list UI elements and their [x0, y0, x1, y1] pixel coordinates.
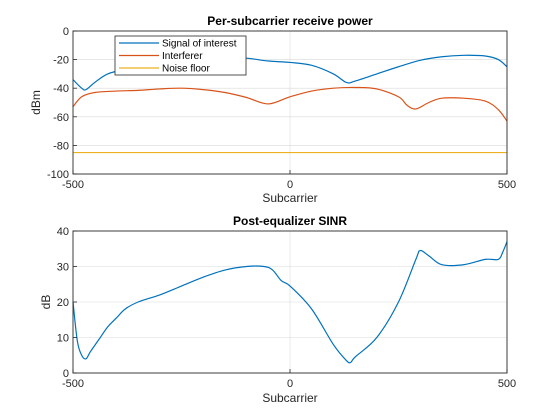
power-ticks: -500 0 500 -100 -80 -60 -40 -20 0 — [47, 26, 516, 191]
sinr-y-tick-label: 30 — [57, 262, 69, 274]
sinr-y-axis-label: dB — [39, 295, 53, 310]
power-y-tick-label: -40 — [53, 83, 69, 95]
power-y-tick-label: -80 — [53, 140, 69, 152]
power-chart-title: Per-subcarrier receive power — [207, 14, 373, 28]
sinr-series-line-0 — [72, 241, 508, 364]
power-series-group — [72, 54, 508, 154]
power-series-line-signal-of-interest — [72, 54, 508, 91]
power-y-tick-label: -100 — [47, 169, 69, 181]
sinr-x-axis-label: Subcarrier — [262, 391, 317, 405]
power-x-tick-label: 0 — [287, 179, 293, 191]
sinr-x-tick-label: -500 — [62, 378, 84, 390]
sinr-x-tick-label: 0 — [287, 378, 293, 390]
legend-label-noise: Noise floor — [162, 64, 210, 75]
sinr-y-tick-label: 0 — [63, 368, 69, 380]
power-y-tick-label: -20 — [53, 55, 69, 67]
power-y-tick-label: 0 — [63, 26, 69, 38]
sinr-chart-title: Post-equalizer SINR — [233, 214, 347, 228]
power-legend: Signal of interest Interferer Noise floo… — [114, 35, 247, 76]
power-x-tick-label: 500 — [498, 179, 516, 191]
power-x-axis-label: Subcarrier — [262, 191, 317, 205]
power-series-line-interferer — [72, 86, 508, 122]
sinr-y-tick-label: 40 — [57, 226, 69, 238]
power-x-tick-label: -500 — [62, 179, 84, 191]
power-axes: -500 0 500 -100 -80 -60 -40 -20 0 Per-subcarrier… — [29, 14, 516, 205]
legend-label-interferer: Interferer — [162, 51, 203, 62]
sinr-series-group — [72, 241, 508, 364]
sinr-y-tick-label: 20 — [57, 297, 69, 309]
power-y-axis-label: dBm — [29, 90, 43, 115]
sinr-x-tick-label: 500 — [498, 378, 516, 390]
sinr-y-tick-label: 10 — [57, 333, 69, 345]
legend-label-signal: Signal of interest — [162, 39, 237, 50]
power-y-tick-label: -60 — [53, 112, 69, 124]
